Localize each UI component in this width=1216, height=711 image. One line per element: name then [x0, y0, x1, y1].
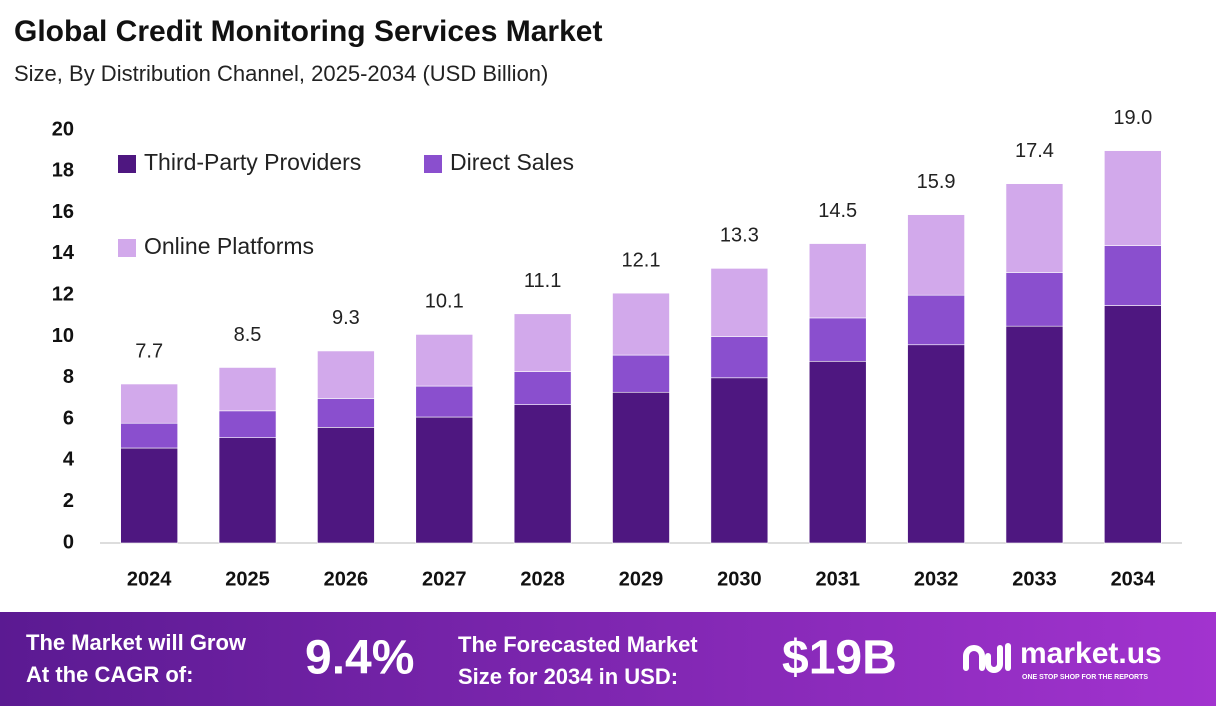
cagr-text: The Market will Grow [26, 630, 247, 655]
y-tick-label: 16 [52, 201, 74, 223]
y-tick-label: 12 [52, 283, 74, 305]
y-tick-label: 18 [52, 160, 74, 182]
y-tick-label: 20 [52, 118, 74, 140]
x-tick-label: 2027 [422, 568, 467, 590]
bar-segment [317, 398, 375, 428]
total-label: 14.5 [818, 200, 857, 222]
bar-segment [808, 317, 867, 362]
footer-band [0, 612, 1216, 706]
bar-segment [218, 437, 277, 544]
bar-segment [808, 360, 867, 544]
bar-segment [120, 383, 178, 424]
total-label: 17.4 [1015, 140, 1054, 162]
x-tick-label: 2033 [1012, 568, 1057, 590]
total-label: 8.5 [234, 324, 262, 346]
legend-label: Online Platforms [144, 233, 314, 259]
forecast-text: Size for 2034 in USD: [458, 664, 678, 689]
x-tick-label: 2031 [815, 568, 860, 590]
bar-segment [710, 377, 769, 544]
y-tick-label: 10 [52, 325, 74, 347]
brand-tagline: ONE STOP SHOP FOR THE REPORTS [1022, 674, 1148, 681]
bar-segment [612, 354, 670, 393]
y-tick-label: 0 [63, 531, 74, 553]
bar-segment [1005, 272, 1064, 327]
bar-segment [710, 268, 769, 337]
forecast-text: The Forecasted Market [458, 632, 698, 657]
chart-title: Global Credit Monitoring Services Market [14, 15, 602, 48]
cagr-value: 9.4% [305, 632, 414, 685]
bar-segment [513, 404, 572, 544]
bar-segment [513, 371, 572, 405]
x-tick-label: 2029 [619, 568, 664, 590]
y-tick-label: 8 [63, 366, 74, 388]
bar-segment [907, 214, 965, 296]
bar-segment [317, 350, 375, 399]
bar-segment [907, 294, 965, 346]
bar-segment [808, 243, 867, 319]
bar-segment [1104, 305, 1162, 544]
bar-segment [907, 344, 965, 544]
y-tick-label: 6 [63, 407, 74, 429]
total-label: 15.9 [917, 171, 956, 193]
brand-name: market.us [1020, 637, 1162, 670]
bar-segment [710, 336, 769, 379]
total-label: 10.1 [425, 291, 464, 313]
legend-label: Third-Party Providers [144, 149, 361, 175]
y-tick-label: 4 [63, 449, 75, 471]
bar-segment [513, 313, 572, 372]
legend-swatch [118, 239, 136, 257]
y-tick-label: 14 [52, 242, 75, 264]
bar-segment [120, 447, 178, 544]
bar-segment [1104, 150, 1162, 246]
x-tick-label: 2026 [324, 568, 369, 590]
brand-logo [963, 643, 1011, 673]
x-tick-label: 2028 [520, 568, 565, 590]
total-label: 13.3 [720, 225, 759, 247]
x-tick-label: 2025 [225, 568, 270, 590]
bar-segment [317, 427, 375, 544]
total-label: 12.1 [622, 249, 661, 271]
total-label: 9.3 [332, 307, 360, 329]
bar-segment [1104, 245, 1162, 306]
bar-segment [120, 422, 178, 449]
total-label: 11.1 [524, 270, 561, 292]
bar-segment [218, 410, 277, 438]
bar-segment [612, 292, 670, 356]
bar-segment [415, 385, 474, 418]
legend-swatch [118, 155, 136, 173]
bar-segment [1005, 183, 1064, 273]
bar-segment [1005, 325, 1064, 544]
x-tick-label: 2034 [1111, 568, 1156, 590]
legend-swatch [424, 155, 442, 173]
x-tick-label: 2032 [914, 568, 959, 590]
total-label: 19.0 [1113, 107, 1152, 129]
bar-segment [218, 367, 277, 412]
bar-segment [612, 391, 670, 544]
y-tick-label: 2 [63, 490, 74, 512]
bar-segment [415, 416, 474, 544]
chart-subtitle: Size, By Distribution Channel, 2025-2034… [14, 61, 548, 86]
x-tick-label: 2030 [717, 568, 762, 590]
cagr-text: At the CAGR of: [26, 662, 193, 687]
legend-label: Direct Sales [450, 149, 574, 175]
bar-segment [415, 334, 474, 387]
forecast-value: $19B [782, 632, 897, 685]
x-tick-label: 2024 [127, 568, 172, 590]
total-label: 7.7 [135, 340, 163, 362]
